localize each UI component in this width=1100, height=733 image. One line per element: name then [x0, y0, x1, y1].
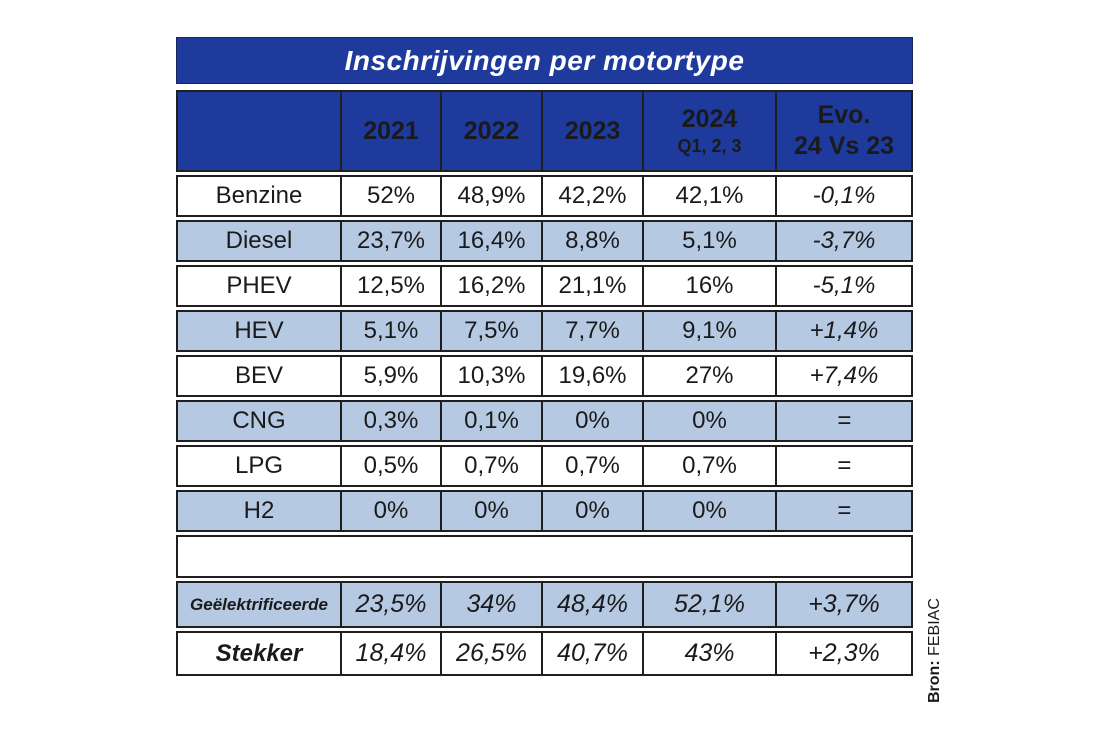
- cell-evolution: +2,3%: [775, 631, 913, 676]
- cell-value: 52,1%: [642, 581, 775, 628]
- column-header-evolution: Evo. 24 Vs 23: [775, 90, 913, 172]
- row-label: PHEV: [176, 265, 340, 307]
- cell-value: 0,7%: [642, 445, 775, 487]
- cell-evolution: =: [775, 400, 913, 442]
- column-header-2024: 2024 Q1, 2, 3: [642, 90, 775, 172]
- column-header-2024-year: 2024: [681, 105, 738, 134]
- cell-value: 16,2%: [440, 265, 541, 307]
- row-label: Stekker: [176, 631, 340, 676]
- cell-value: 0%: [642, 490, 775, 532]
- table-title: Inschrijvingen per motortype: [344, 44, 745, 76]
- cell-value: 34%: [440, 581, 541, 628]
- row-label: CNG: [176, 400, 340, 442]
- cell-value: 0%: [541, 400, 642, 442]
- cell-value: 43%: [642, 631, 775, 676]
- cell-evolution: -5,1%: [775, 265, 913, 307]
- cell-value: 27%: [642, 355, 775, 397]
- table-row-benzine: Benzine 52% 48,9% 42,2% 42,1% -0,1%: [176, 175, 913, 217]
- cell-value: 40,7%: [541, 631, 642, 676]
- cell-value: 0,5%: [340, 445, 440, 487]
- cell-value: 48,4%: [541, 581, 642, 628]
- table-title-bar: Inschrijvingen per motortype: [176, 37, 913, 84]
- cell-value: 19,6%: [541, 355, 642, 397]
- column-header-evo-line1: Evo.: [817, 101, 871, 130]
- cell-value: 0%: [440, 490, 541, 532]
- cell-value: 48,9%: [440, 175, 541, 217]
- row-label: BEV: [176, 355, 340, 397]
- cell-value: 0%: [541, 490, 642, 532]
- table-row-phev: PHEV 12,5% 16,2% 21,1% 16% -5,1%: [176, 265, 913, 307]
- cell-value: 23,5%: [340, 581, 440, 628]
- cell-value: 12,5%: [340, 265, 440, 307]
- column-header-2021: 2021: [340, 90, 440, 172]
- column-header-2022: 2022: [440, 90, 541, 172]
- source-label: Bron:: [926, 660, 943, 703]
- cell-value: 0,3%: [340, 400, 440, 442]
- cell-value: 26,5%: [440, 631, 541, 676]
- table-row-geelektrificeerde: Geëlektrificeerde 23,5% 34% 48,4% 52,1% …: [176, 581, 913, 628]
- cell-evolution: +1,4%: [775, 310, 913, 352]
- table-row-spacer: [176, 535, 913, 578]
- cell-value: 16,4%: [440, 220, 541, 262]
- cell-value: 23,7%: [340, 220, 440, 262]
- row-label: HEV: [176, 310, 340, 352]
- header-row: 2021 2022 2023 2024 Q1, 2, 3 Evo. 24 Vs 23: [176, 90, 913, 172]
- cell-value: 21,1%: [541, 265, 642, 307]
- cell-value: 7,7%: [541, 310, 642, 352]
- cell-evolution: =: [775, 490, 913, 532]
- motortype-table: 2021 2022 2023 2024 Q1, 2, 3 Evo. 24 Vs 23…: [176, 87, 913, 679]
- cell-value: 16%: [642, 265, 775, 307]
- spacer-cell: [176, 535, 913, 578]
- table-header: 2021 2022 2023 2024 Q1, 2, 3 Evo. 24 Vs 23: [176, 90, 913, 172]
- cell-value: 18,4%: [340, 631, 440, 676]
- cell-value: 0%: [642, 400, 775, 442]
- table-body: Benzine 52% 48,9% 42,2% 42,1% -0,1% Dies…: [176, 175, 913, 676]
- row-label: LPG: [176, 445, 340, 487]
- column-header-evo-line2: 24 Vs 23: [793, 132, 895, 160]
- table-row-hev: HEV 5,1% 7,5% 7,7% 9,1% +1,4%: [176, 310, 913, 352]
- cell-value: 42,2%: [541, 175, 642, 217]
- cell-evolution: +3,7%: [775, 581, 913, 628]
- column-header-empty: [176, 90, 340, 172]
- table-row-bev: BEV 5,9% 10,3% 19,6% 27% +7,4%: [176, 355, 913, 397]
- cell-value: 7,5%: [440, 310, 541, 352]
- cell-value: 42,1%: [642, 175, 775, 217]
- table-row-h2: H2 0% 0% 0% 0% =: [176, 490, 913, 532]
- cell-evolution: -0,1%: [775, 175, 913, 217]
- column-header-2024-quarters: Q1, 2, 3: [677, 136, 742, 157]
- cell-value: 0,7%: [440, 445, 541, 487]
- source-name: FEBIAC: [926, 598, 943, 656]
- table-row-lpg: LPG 0,5% 0,7% 0,7% 0,7% =: [176, 445, 913, 487]
- cell-value: 52%: [340, 175, 440, 217]
- cell-value: 5,1%: [642, 220, 775, 262]
- cell-value: 5,9%: [340, 355, 440, 397]
- cell-value: 10,3%: [440, 355, 541, 397]
- cell-evolution: +7,4%: [775, 355, 913, 397]
- cell-value: 0%: [340, 490, 440, 532]
- row-label: Geëlektrificeerde: [176, 581, 340, 628]
- table-row-stekker: Stekker 18,4% 26,5% 40,7% 43% +2,3%: [176, 631, 913, 676]
- row-label: Diesel: [176, 220, 340, 262]
- table-row-cng: CNG 0,3% 0,1% 0% 0% =: [176, 400, 913, 442]
- row-label: H2: [176, 490, 340, 532]
- cell-value: 0,1%: [440, 400, 541, 442]
- column-header-2023: 2023: [541, 90, 642, 172]
- cell-value: 0,7%: [541, 445, 642, 487]
- cell-evolution: -3,7%: [775, 220, 913, 262]
- cell-value: 5,1%: [340, 310, 440, 352]
- cell-value: 8,8%: [541, 220, 642, 262]
- cell-value: 9,1%: [642, 310, 775, 352]
- cell-evolution: =: [775, 445, 913, 487]
- table-row-diesel: Diesel 23,7% 16,4% 8,8% 5,1% -3,7%: [176, 220, 913, 262]
- source-credit: Bron: FEBIAC: [926, 598, 944, 703]
- row-label: Benzine: [176, 175, 340, 217]
